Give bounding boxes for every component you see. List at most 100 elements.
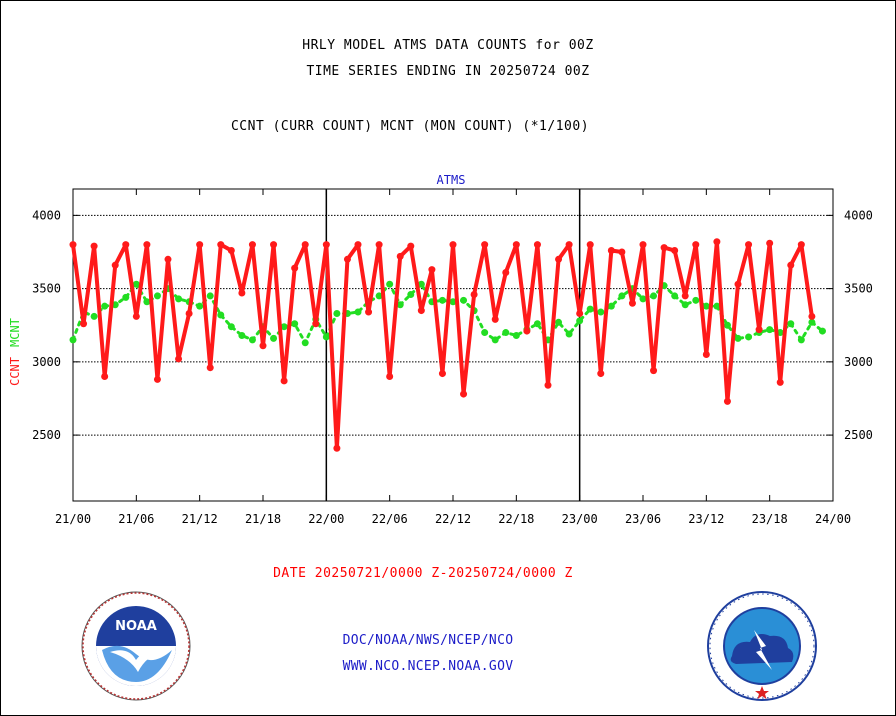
ccnt-point xyxy=(787,261,795,269)
mcnt-point xyxy=(533,320,541,328)
mcnt-point xyxy=(438,296,446,304)
mcnt-point xyxy=(797,336,805,344)
y-tick-label-right: 3000 xyxy=(844,355,873,369)
header-title-line-1: HRLY MODEL ATMS DATA COUNTS for 00Z xyxy=(302,38,594,53)
noaa-logo: NOAA xyxy=(81,591,191,701)
mcnt-point xyxy=(217,311,225,319)
mcnt-point xyxy=(713,302,721,310)
ccnt-point xyxy=(766,239,774,247)
mcnt-point xyxy=(175,295,183,303)
ccnt-point xyxy=(618,248,626,256)
ccnt-point xyxy=(301,241,309,249)
mcnt-point xyxy=(417,280,425,288)
mcnt-point xyxy=(132,280,140,288)
ccnt-point xyxy=(702,351,710,359)
y-tick-label-right: 3500 xyxy=(844,282,873,296)
mcnt-point xyxy=(491,336,499,344)
mcnt-point xyxy=(766,326,774,334)
mcnt-point xyxy=(639,295,647,303)
ccnt-point xyxy=(164,255,172,263)
mcnt-point xyxy=(502,329,510,337)
y-axis-title-mcnt: MCNT xyxy=(8,318,22,347)
ccnt-point xyxy=(270,241,278,249)
ccnt-point xyxy=(565,241,573,249)
y-tick-label-left: 3000 xyxy=(32,355,61,369)
mcnt-point xyxy=(90,312,98,320)
series-layer xyxy=(69,238,826,452)
mcnt-point xyxy=(607,302,615,310)
ccnt-point xyxy=(512,241,520,249)
mcnt-point xyxy=(692,296,700,304)
y-axis-title-ccnt: CCNT xyxy=(8,357,22,386)
ccnt-point xyxy=(417,307,425,315)
mcnt-point xyxy=(745,333,753,341)
ccnt-point xyxy=(438,370,446,378)
ccnt-point xyxy=(386,372,394,380)
x-tick-label: 22/06 xyxy=(372,512,408,526)
y-tick-label-left: 2500 xyxy=(32,428,61,442)
ccnt-point xyxy=(248,241,256,249)
mcnt-point xyxy=(576,317,584,325)
ccnt-point xyxy=(143,241,151,249)
footer-date-range: DATE 20250721/0000 Z-20250724/0000 Z xyxy=(273,566,573,581)
mcnt-point xyxy=(196,302,204,310)
mcnt-point xyxy=(69,336,77,344)
footer-link-agency[interactable]: DOC/NOAA/NWS/NCEP/NCO xyxy=(342,633,514,648)
ccnt-point xyxy=(259,342,267,350)
series-ccnt xyxy=(69,238,816,452)
mcnt-point xyxy=(723,321,731,329)
mcnt-point xyxy=(565,330,573,338)
ccnt-point xyxy=(597,370,605,378)
mcnt-point xyxy=(143,298,151,306)
svg-text:CCNTMCNT: CCNT MCNT xyxy=(8,318,22,386)
mcnt-point xyxy=(101,302,109,310)
ccnt-point xyxy=(660,244,668,252)
ccnt-point xyxy=(681,292,689,300)
mcnt-point xyxy=(808,318,816,326)
x-tick-label: 21/00 xyxy=(55,512,91,526)
ccnt-point xyxy=(555,255,563,263)
ccnt-point xyxy=(460,390,468,398)
mcnt-point xyxy=(206,292,214,300)
noaa-logo-text: NOAA xyxy=(115,619,157,634)
ccnt-point xyxy=(175,355,183,363)
x-tick-label: 22/18 xyxy=(498,512,534,526)
mcnt-point xyxy=(597,308,605,316)
y-axis-right-labels: 2500 3000 3500 4000 xyxy=(844,208,873,442)
ccnt-point xyxy=(734,280,742,288)
ccnt-point xyxy=(312,320,320,328)
ccnt-point xyxy=(206,364,214,372)
ccnt-point xyxy=(333,444,341,452)
x-tick-label: 22/12 xyxy=(435,512,471,526)
x-tick-label: 21/12 xyxy=(182,512,218,526)
y-tick-label-right: 2500 xyxy=(844,428,873,442)
x-tick-label: 23/00 xyxy=(562,512,598,526)
ccnt-point xyxy=(755,326,763,334)
y-tick-label-left: 4000 xyxy=(32,208,61,222)
y-tick-label-right: 4000 xyxy=(844,208,873,222)
ccnt-point xyxy=(343,255,351,263)
x-axis-labels: 21/00 21/06 21/12 21/18 22/00 22/06 22/12 22/18… xyxy=(55,512,851,526)
national-weather-service-logo xyxy=(707,591,817,701)
chart-title: ATMS xyxy=(437,173,466,187)
mcnt-point xyxy=(354,308,362,316)
mcnt-point xyxy=(333,310,341,318)
ccnt-point xyxy=(544,381,552,389)
ccnt-point xyxy=(291,264,299,272)
ccnt-point xyxy=(396,252,404,260)
mcnt-point xyxy=(386,280,394,288)
x-tick-label: 23/06 xyxy=(625,512,661,526)
mcnt-point xyxy=(270,334,278,342)
ccnt-point xyxy=(576,310,584,318)
footer-link-website[interactable]: WWW.NCO.NCEP.NOAA.GOV xyxy=(342,659,514,674)
mcnt-point xyxy=(122,293,130,301)
ccnt-point xyxy=(808,312,816,320)
ccnt-point xyxy=(713,238,721,246)
ccnt-point xyxy=(111,261,119,269)
plot-area-frame xyxy=(72,188,834,502)
header-title-line-2: TIME SERIES ENDING IN 20250724 00Z xyxy=(306,64,590,79)
ccnt-point xyxy=(153,375,161,383)
ccnt-point xyxy=(776,378,784,386)
ccnt-point xyxy=(322,241,330,249)
ccnt-point xyxy=(428,266,436,274)
